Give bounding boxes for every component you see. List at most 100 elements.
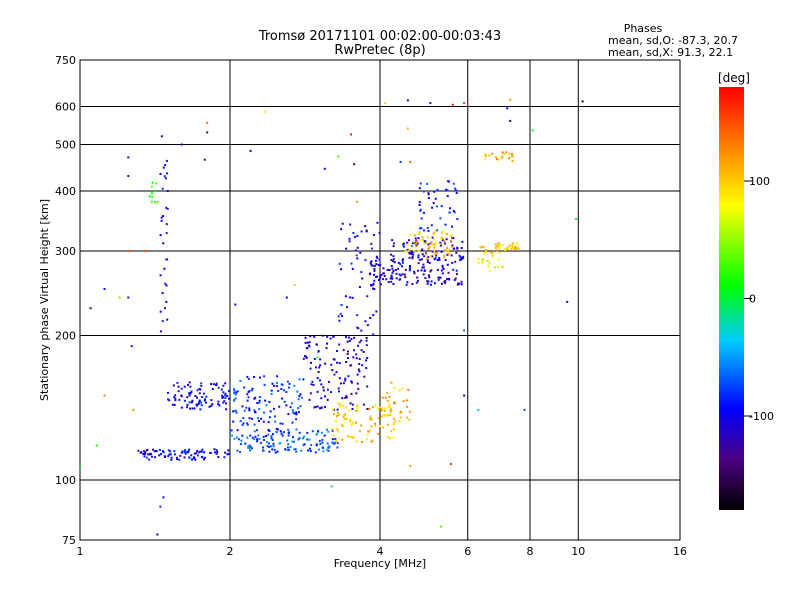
data-point xyxy=(193,452,196,455)
data-point xyxy=(435,250,437,253)
data-point xyxy=(296,390,299,393)
data-point xyxy=(406,281,409,284)
data-point xyxy=(566,300,569,303)
data-point xyxy=(322,450,325,453)
data-point xyxy=(311,380,314,383)
data-point xyxy=(310,383,313,386)
data-point xyxy=(227,449,230,452)
data-point xyxy=(218,404,221,407)
data-point xyxy=(164,177,167,180)
data-point xyxy=(350,262,353,265)
data-point xyxy=(400,410,402,413)
y-axis: 75 100 200 300 400 500 600 750 xyxy=(55,54,76,547)
data-point xyxy=(188,401,191,404)
data-point xyxy=(246,399,249,402)
data-point xyxy=(382,414,385,417)
data-point xyxy=(273,384,276,387)
data-point xyxy=(453,279,456,282)
data-point xyxy=(258,399,261,402)
data-point xyxy=(482,246,485,249)
data-point xyxy=(316,405,319,408)
data-point xyxy=(501,244,504,247)
data-point xyxy=(452,237,455,240)
data-point xyxy=(406,405,409,408)
data-point xyxy=(447,250,450,253)
data-point xyxy=(446,247,448,249)
data-point xyxy=(414,237,417,240)
data-point xyxy=(427,280,430,283)
data-point xyxy=(523,408,526,411)
data-point xyxy=(314,451,317,454)
data-point xyxy=(159,310,162,313)
data-point xyxy=(423,240,426,243)
data-point xyxy=(174,399,177,402)
data-point xyxy=(374,422,376,425)
data-point xyxy=(418,201,421,204)
data-point xyxy=(319,379,321,382)
data-point xyxy=(332,412,335,415)
data-point xyxy=(127,156,130,159)
data-point xyxy=(275,430,278,433)
data-point xyxy=(350,380,353,383)
data-point xyxy=(340,268,343,271)
data-point xyxy=(500,156,503,159)
data-point xyxy=(379,283,382,286)
data-point xyxy=(437,276,440,279)
data-point xyxy=(366,324,369,327)
data-point xyxy=(336,350,338,352)
data-point xyxy=(430,243,433,246)
data-point xyxy=(228,397,230,400)
data-point xyxy=(206,131,209,134)
data-point xyxy=(300,449,303,452)
data-point xyxy=(286,446,289,449)
data-point xyxy=(393,402,396,405)
data-point xyxy=(263,439,265,441)
data-point xyxy=(452,182,455,185)
data-point xyxy=(292,436,294,439)
data-point xyxy=(262,449,265,452)
data-point xyxy=(392,283,395,285)
data-point xyxy=(265,404,268,407)
data-point xyxy=(347,357,349,359)
data-point xyxy=(332,335,335,338)
data-point xyxy=(279,422,282,425)
data-point xyxy=(384,102,387,105)
data-point xyxy=(302,378,305,381)
data-point xyxy=(418,258,421,261)
data-point xyxy=(333,373,336,376)
data-point xyxy=(444,223,447,226)
data-point xyxy=(167,398,169,401)
x-tick-label: 16 xyxy=(673,545,687,558)
data-point xyxy=(365,229,368,232)
data-point xyxy=(452,210,455,212)
data-point xyxy=(358,362,361,365)
data-point xyxy=(405,283,408,286)
data-point xyxy=(498,246,501,249)
data-point xyxy=(149,453,151,456)
data-point xyxy=(287,434,290,437)
data-point xyxy=(281,422,284,425)
data-point xyxy=(362,403,365,406)
data-point xyxy=(166,391,169,394)
data-point xyxy=(441,272,444,275)
data-point xyxy=(330,485,333,488)
data-point xyxy=(440,231,443,234)
data-point xyxy=(355,254,358,257)
data-point xyxy=(189,407,191,410)
data-point xyxy=(433,252,436,255)
data-point xyxy=(298,437,301,440)
data-point xyxy=(408,269,411,272)
data-point xyxy=(447,180,450,183)
data-point xyxy=(291,440,294,443)
data-point xyxy=(496,157,499,160)
data-point xyxy=(287,443,290,446)
data-point xyxy=(281,397,284,400)
data-point xyxy=(103,394,106,397)
data-point xyxy=(252,436,254,439)
data-point xyxy=(510,155,513,158)
data-point xyxy=(232,388,235,391)
data-point xyxy=(332,434,335,437)
data-point xyxy=(298,431,301,434)
data-point xyxy=(183,456,186,459)
data-point xyxy=(151,181,154,184)
